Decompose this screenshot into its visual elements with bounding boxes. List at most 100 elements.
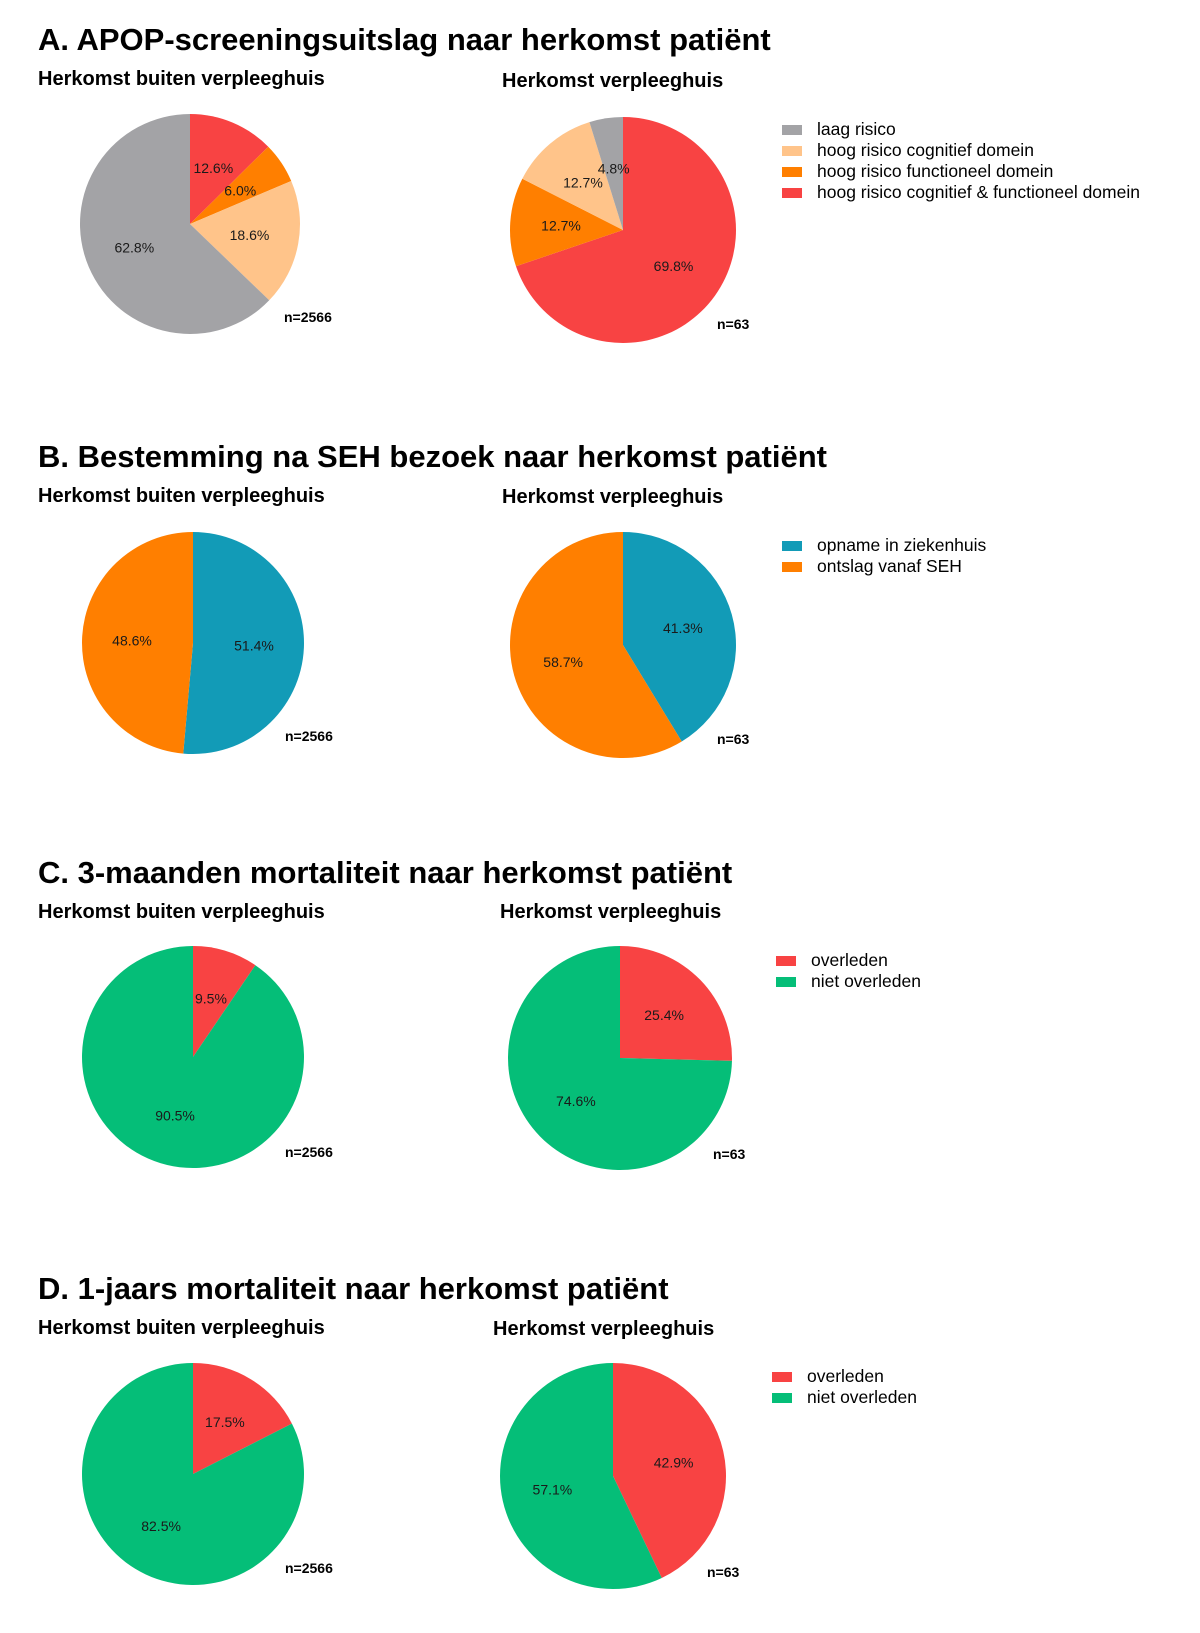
- n-label-c1: n=2566: [285, 1144, 333, 1160]
- pie-slice-hoog-risico-cognitief-and-functioneel-domein: [515, 117, 736, 343]
- panel-b2-title: Herkomst verpleeghuis: [502, 486, 724, 508]
- pie-slice-hoog-risico-cognitief-domein: [190, 180, 300, 301]
- legend-swatch: [782, 145, 802, 156]
- pie-chart-a2: 69.8%12.7%12.7%4.8%: [510, 117, 736, 343]
- legend-label: opname in ziekenhuis: [817, 535, 987, 555]
- pie-slice-label: 12.6%: [193, 160, 233, 176]
- n-label-b1: n=2566: [285, 728, 333, 744]
- legend-label: hoog risico cognitief domein: [817, 140, 1034, 160]
- legend-label: niet overleden: [811, 971, 921, 991]
- panel-a1-title: Herkomst buiten verpleeghuis: [38, 68, 325, 90]
- pie-slice-hoog-risico-cognitief-and-functioneel-domein: [190, 114, 269, 224]
- panel-d1-title: Herkomst buiten verpleeghuis: [38, 1317, 325, 1339]
- legend-item-niet-overleden: niet overleden: [772, 1387, 917, 1408]
- pie-slice-label: 41.3%: [663, 620, 703, 636]
- pie-chart-a1: 12.6% 6.0% 18.6% 62.8%: [79, 114, 300, 334]
- legend-label: niet overleden: [807, 1387, 917, 1407]
- legend-swatch: [782, 540, 802, 551]
- pie-slice-label: 17.5%: [205, 1414, 245, 1430]
- legend-item-opname: opname in ziekenhuis: [782, 535, 986, 556]
- pie-slice-hoog-risico-cognitief-domein: [522, 122, 623, 230]
- pie-slice-niet-overleden: [81, 946, 305, 1168]
- pie-slice-opname-in-ziekenhuis: [183, 532, 304, 754]
- pie-chart-d1: 17.5% 82.5%: [81, 1363, 304, 1585]
- panel-c1-title: Herkomst buiten verpleeghuis: [38, 901, 325, 923]
- pie-slice-label: 58.7%: [543, 654, 583, 670]
- pie-chart-d2: 42.9% 57.1%: [500, 1363, 726, 1589]
- pie-slice-label: 6.0%: [224, 182, 256, 198]
- pie-slice-hoog-risico-functioneel-domein: [190, 146, 292, 224]
- pie-slice-overleden: [620, 946, 732, 1061]
- n-label-a1: n=2566: [284, 309, 332, 325]
- n-label-d2: n=63: [707, 1564, 740, 1580]
- legend-item-ontslag: ontslag vanaf SEH: [782, 556, 986, 577]
- pie-chart-b1: 51.4% 48.6%: [81, 532, 304, 754]
- pie-slice-label: 4.8%: [598, 161, 630, 177]
- section-d-title: D. 1-jaars mortaliteit naar herkomst pat…: [38, 1271, 669, 1306]
- n-label-b2: n=63: [717, 731, 750, 747]
- legend-item-laag-risico: laag risico: [782, 119, 1140, 140]
- legend-swatch: [776, 955, 796, 966]
- section-a-title: A. APOP-screeningsuitslag naar herkomst …: [38, 22, 771, 57]
- pie-slice-label: 12.7%: [541, 218, 581, 234]
- pie-slice-label: 62.8%: [114, 240, 154, 256]
- pie-chart-c1: 9.5% 90.5%: [81, 946, 305, 1168]
- pie-slice-label: 12.7%: [563, 174, 603, 190]
- pie-slice-label: 51.4%: [234, 638, 274, 654]
- pie-slice-niet-overleden: [508, 946, 732, 1170]
- legend-item-cognitief-functioneel: hoog risico cognitief & functioneel dome…: [782, 182, 1140, 203]
- panel-a2-title: Herkomst verpleeghuis: [502, 70, 724, 92]
- pie-chart-c2: 25.4% 74.6%: [508, 946, 732, 1170]
- pie-slice-ontslag-vanaf-seh: [81, 532, 193, 754]
- legend-swatch: [782, 124, 802, 135]
- panel-b1-title: Herkomst buiten verpleeghuis: [38, 485, 325, 507]
- legend-b: opname in ziekenhuis ontslag vanaf SEH: [782, 535, 986, 577]
- pie-slice-label: 74.6%: [556, 1093, 596, 1109]
- pie-slice-overleden: [613, 1363, 726, 1578]
- legend-swatch: [782, 561, 802, 572]
- legend-label: overleden: [807, 1366, 884, 1386]
- pie-slice-label: 90.5%: [155, 1107, 195, 1123]
- legend-swatch: [782, 187, 802, 198]
- pie-slice-niet-overleden: [81, 1363, 304, 1585]
- pie-chart-b2: 41.3% 58.7%: [510, 532, 736, 758]
- legend-label: hoog risico cognitief & functioneel dome…: [817, 182, 1140, 202]
- legend-a: laag risico hoog risico cognitief domein…: [782, 119, 1140, 203]
- pie-slice-niet-overleden: [500, 1363, 662, 1589]
- pie-slice-ontslag-vanaf-seh: [510, 532, 682, 758]
- legend-c: overleden niet overleden: [776, 950, 921, 992]
- legend-item-niet-overleden: niet overleden: [776, 971, 921, 992]
- n-label-a2: n=63: [717, 316, 750, 332]
- pie-slice-label: 69.8%: [654, 258, 694, 274]
- pie-slice-label: 82.5%: [141, 1518, 181, 1534]
- pie-slice-label: 25.4%: [644, 1007, 684, 1023]
- pie-slice-laag-risico: [589, 117, 623, 230]
- section-c-title: C. 3-maanden mortaliteit naar herkomst p…: [38, 855, 733, 890]
- legend-label: overleden: [811, 950, 888, 970]
- pie-slice-label: 18.6%: [230, 227, 270, 243]
- n-label-c2: n=63: [713, 1146, 746, 1162]
- pie-slice-overleden: [193, 1363, 292, 1474]
- legend-label: hoog risico functioneel domein: [817, 161, 1054, 181]
- panel-c2-title: Herkomst verpleeghuis: [500, 901, 722, 923]
- pie-slice-label: 42.9%: [654, 1454, 694, 1470]
- pie-slice-overleden: [193, 946, 256, 1057]
- pie-slice-label: 57.1%: [533, 1482, 573, 1498]
- legend-label: laag risico: [817, 119, 896, 139]
- legend-item-cognitief: hoog risico cognitief domein: [782, 140, 1140, 161]
- legend-label: ontslag vanaf SEH: [817, 556, 962, 576]
- pie-slice-hoog-risico-functioneel-domein: [510, 178, 623, 267]
- legend-swatch: [772, 1392, 792, 1403]
- legend-swatch: [772, 1371, 792, 1382]
- panel-d2-title: Herkomst verpleeghuis: [493, 1318, 715, 1340]
- legend-swatch: [776, 976, 796, 987]
- pie-slice-label: 9.5%: [195, 991, 227, 1007]
- section-b-title: B. Bestemming na SEH bezoek naar herkoms…: [38, 439, 827, 474]
- n-label-d1: n=2566: [285, 1560, 333, 1576]
- legend-item-overleden: overleden: [776, 950, 921, 971]
- pie-slice-laag-risico: [79, 114, 270, 334]
- legend-item-functioneel: hoog risico functioneel domein: [782, 161, 1140, 182]
- legend-swatch: [782, 166, 802, 177]
- pie-slice-label: 48.6%: [112, 632, 152, 648]
- legend-d: overleden niet overleden: [772, 1366, 917, 1408]
